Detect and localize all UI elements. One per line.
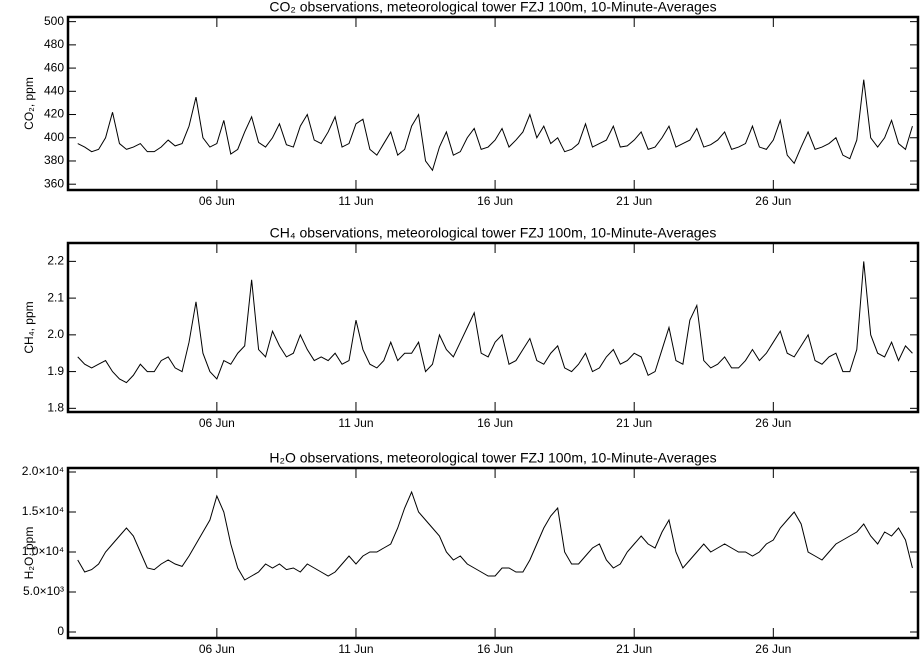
y-tick-label: 2.0 bbox=[47, 327, 64, 341]
y-tick-label: 420 bbox=[44, 107, 64, 121]
data-line bbox=[77, 79, 913, 172]
y-tick-label: 360 bbox=[44, 176, 64, 190]
plot-frame bbox=[66, 466, 920, 640]
y-axis-label: CH₄, ppm bbox=[22, 301, 36, 353]
y-tick-label: 1.5×10⁴ bbox=[22, 504, 64, 518]
y-tick-label: 480 bbox=[44, 37, 64, 51]
y-tick-label: 460 bbox=[44, 60, 64, 74]
x-tick-label: 26 Jun bbox=[755, 194, 791, 208]
y-tick-label: 2.2 bbox=[47, 254, 64, 268]
x-tick-label: 21 Jun bbox=[616, 642, 652, 654]
chart-title: CH₄ observations, meteorological tower F… bbox=[270, 225, 717, 241]
x-tick-label: 21 Jun bbox=[616, 194, 652, 208]
chart-title: H₂O observations, meteorological tower F… bbox=[269, 450, 716, 466]
y-tick-label: 500 bbox=[44, 14, 64, 28]
x-tick-label: 16 Jun bbox=[477, 642, 513, 654]
data-line bbox=[77, 261, 913, 384]
x-tick-label: 16 Jun bbox=[477, 416, 513, 430]
x-tick-label: 06 Jun bbox=[199, 416, 235, 430]
y-tick-label: 2.1 bbox=[47, 290, 64, 304]
x-tick-label: 06 Jun bbox=[199, 194, 235, 208]
x-tick-label: 21 Jun bbox=[616, 416, 652, 430]
y-axis-label: H₂O, ppm bbox=[22, 527, 36, 580]
x-tick-label: 11 Jun bbox=[338, 642, 373, 654]
x-tick-label: 26 Jun bbox=[755, 416, 791, 430]
x-tick-label: 26 Jun bbox=[755, 642, 791, 654]
y-tick-label: 380 bbox=[44, 153, 64, 167]
y-tick-label: 5.0×10³ bbox=[23, 584, 64, 598]
y-axis-label: CO₂, ppm bbox=[22, 77, 36, 130]
data-line bbox=[77, 490, 913, 581]
y-tick-label: 0 bbox=[57, 624, 64, 638]
y-tick-label: 400 bbox=[44, 130, 64, 144]
y-tick-label: 1.0×10⁴ bbox=[22, 544, 64, 558]
x-tick-label: 11 Jun bbox=[338, 194, 373, 208]
chart-title: CO₂ observations, meteorological tower F… bbox=[269, 0, 716, 15]
plot-frame bbox=[66, 15, 920, 192]
y-tick-label: 2.0×10⁴ bbox=[22, 464, 64, 478]
plot-frame bbox=[66, 241, 920, 414]
y-tick-label: 1.9 bbox=[47, 364, 64, 378]
x-tick-label: 06 Jun bbox=[199, 642, 235, 654]
y-tick-label: 440 bbox=[44, 83, 64, 97]
x-tick-label: 16 Jun bbox=[477, 194, 513, 208]
y-tick-label: 1.8 bbox=[47, 400, 64, 414]
x-tick-label: 11 Jun bbox=[338, 416, 373, 430]
